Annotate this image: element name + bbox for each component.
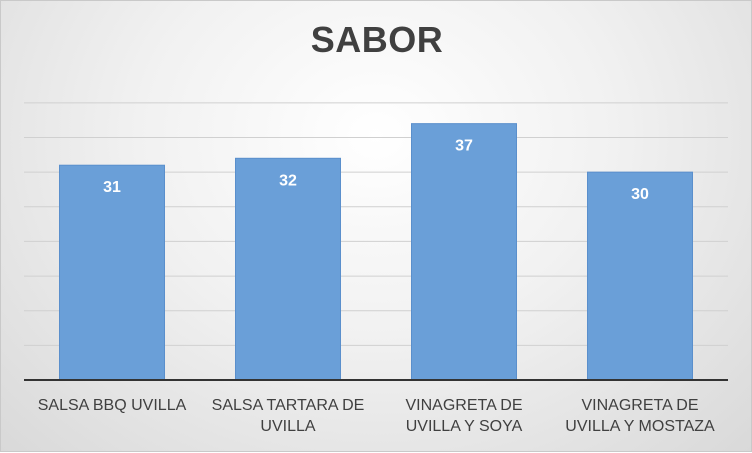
- category-label-1: SALSA BBQ UVILLA: [37, 397, 187, 414]
- bar-4: [587, 171, 693, 381]
- bar-2: [235, 157, 341, 381]
- chart-title: SABOR: [310, 19, 444, 60]
- category-label-2: SALSA TARTARA DE UVILLA: [211, 397, 365, 435]
- data-label-4: 30: [631, 186, 649, 203]
- bars: 31 32 37 30: [59, 123, 693, 381]
- data-label-1: 31: [103, 179, 121, 196]
- bar-3: [411, 123, 517, 381]
- data-label-2: 32: [279, 172, 297, 189]
- bar-1: [59, 164, 165, 381]
- data-label-3: 37: [455, 138, 473, 155]
- category-label-4: VINAGRETA DE UVILLA Y MOSTAZA: [565, 397, 715, 435]
- category-label-3: VINAGRETA DE UVILLA Y SOYA: [405, 397, 523, 435]
